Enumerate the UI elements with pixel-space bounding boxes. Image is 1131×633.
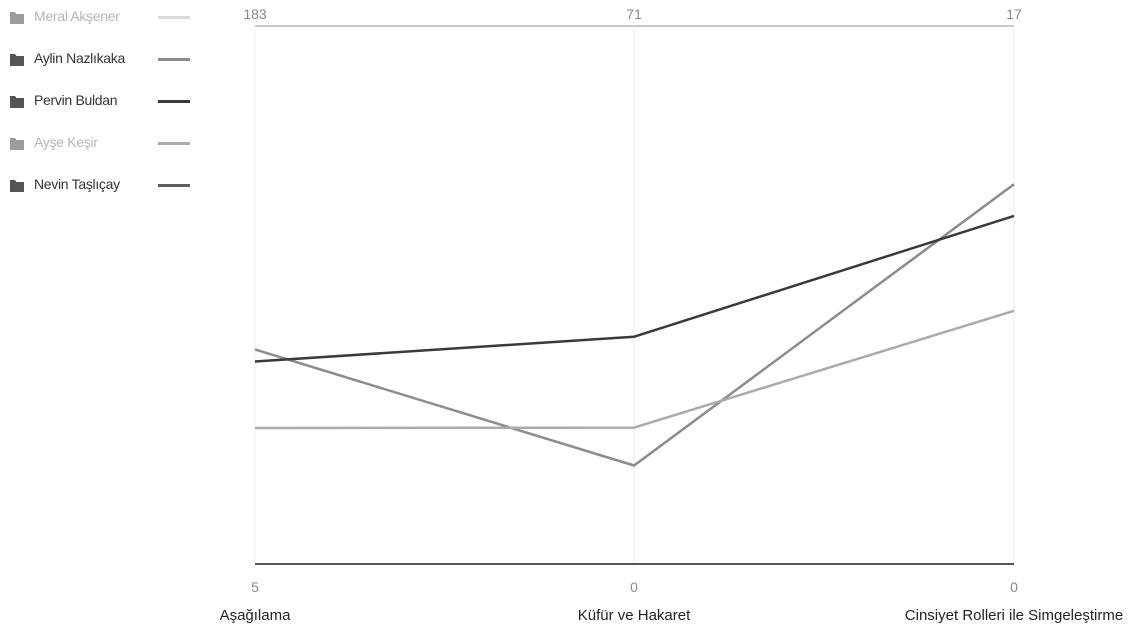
legend-swatch bbox=[158, 100, 190, 103]
legend-swatch bbox=[158, 16, 190, 19]
folder-icon bbox=[10, 53, 24, 66]
legend-label: Aylin Nazlıkaka bbox=[34, 50, 125, 66]
legend: Meral Akşener Aylin Nazlıkaka Pervin Bulda… bbox=[10, 4, 200, 214]
legend-item[interactable]: Meral Akşener bbox=[10, 4, 200, 46]
series-line bbox=[254, 309, 1015, 430]
legend-item[interactable]: Ayşe Keşir bbox=[10, 130, 200, 172]
folder-icon bbox=[10, 137, 24, 150]
axis-min-label: 0 bbox=[630, 579, 638, 595]
axis-max-label: 17 bbox=[1006, 6, 1022, 22]
folder-icon bbox=[10, 95, 24, 108]
axis-title: Küfür ve Hakaret bbox=[578, 607, 691, 624]
axis-title: Aşağılama bbox=[220, 607, 292, 624]
axis-max-label: 71 bbox=[626, 6, 642, 22]
legend-label: Meral Akşener bbox=[34, 8, 120, 24]
axis-max-label: 183 bbox=[243, 6, 267, 22]
folder-icon bbox=[10, 179, 24, 192]
axis-title: Cinsiyet Rolleri ile Simgeleştirme bbox=[905, 607, 1123, 624]
legend-swatch bbox=[158, 184, 190, 187]
series-line bbox=[254, 183, 1015, 467]
axis-min-label: 0 bbox=[1010, 579, 1018, 595]
legend-item[interactable]: Pervin Buldan bbox=[10, 88, 200, 130]
folder-icon bbox=[10, 11, 24, 24]
legend-item[interactable]: Aylin Nazlıkaka bbox=[10, 46, 200, 88]
legend-item[interactable]: Nevin Taşlıçay bbox=[10, 172, 200, 214]
legend-label: Ayşe Keşir bbox=[34, 134, 98, 150]
legend-label: Pervin Buldan bbox=[34, 92, 118, 108]
axis-min-label: 5 bbox=[251, 579, 259, 595]
legend-label: Nevin Taşlıçay bbox=[34, 176, 120, 192]
series-line bbox=[254, 214, 1015, 363]
legend-swatch bbox=[158, 142, 190, 145]
legend-swatch bbox=[158, 58, 190, 61]
